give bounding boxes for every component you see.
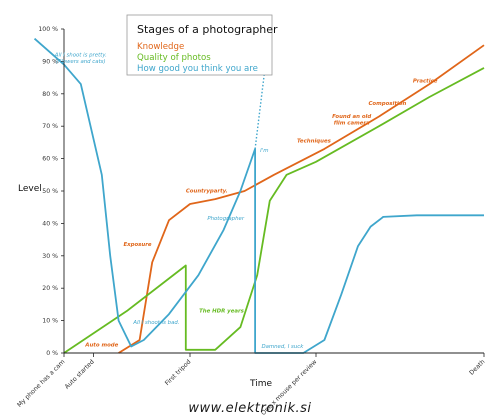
y-tick-label: 40 %	[42, 220, 58, 227]
y-tick-label: 10 %	[42, 318, 58, 325]
legend-item-quality: Quality of photos	[137, 53, 211, 63]
annotation-label: Damned, I suck	[261, 344, 304, 350]
annotation-label: (Flowers and cats)	[56, 59, 106, 65]
legend: Stages of a photographer Knowledge Quali…	[126, 14, 278, 76]
annotation-label: Photographer	[207, 216, 244, 222]
series-dotted-self-assessment	[34, 38, 65, 66]
series-dotted-self-assessment	[254, 28, 271, 149]
annotation-label: Composition	[368, 101, 406, 107]
legend-box	[126, 14, 273, 76]
annotation-label: All I shoot is bad.	[132, 320, 179, 326]
y-tick-label: 20 %	[42, 285, 58, 292]
annotation-label: Techniques	[297, 138, 332, 144]
x-tick-label: First tripod	[164, 358, 193, 387]
annotation-label: Exposure	[123, 242, 151, 248]
annotation-label: Auto mode	[84, 343, 118, 349]
annotation-label: The HDR years	[199, 309, 245, 315]
annotation-layer: All I shoot is pretty.(Flowers and cats)…	[54, 53, 438, 351]
series-line-quality-of-photos	[63, 67, 485, 354]
y-tick-label: 80 %	[42, 91, 58, 98]
annotation-label: I'm	[260, 148, 268, 154]
y-tick-label: 100 %	[38, 26, 58, 33]
y-tick-label: 30 %	[42, 253, 58, 260]
series-line-self-assessment	[34, 38, 484, 354]
axes-layer: 0 % 10 % 20 % 30 % 40 % 50 % 60 % 70 % 80 % 90 % 1…	[16, 26, 486, 417]
y-tick-label: 0 %	[46, 350, 58, 357]
series-layer	[34, 28, 485, 354]
chart-title: Stages of a photographer	[137, 23, 278, 36]
y-axis-title: Level	[18, 184, 42, 194]
series-line-knowledge	[118, 44, 485, 354]
watermark: www.elektronik.si	[188, 401, 311, 416]
legend-item-knowledge: Knowledge	[137, 42, 184, 52]
annotation-label: film camera	[334, 121, 370, 127]
y-tick-label: 90 %	[42, 58, 58, 65]
y-tick-label: 60 %	[42, 156, 58, 163]
x-axis-title: Time	[249, 379, 272, 389]
annotation-label: Countryparty.	[186, 189, 228, 195]
x-tick-label: My phone has a cam	[16, 358, 66, 408]
annotation-label: All I shoot is pretty.	[54, 53, 107, 59]
legend-item-self-assessment: How good you think you are	[137, 64, 258, 74]
annotation-label: Practice	[413, 78, 438, 84]
annotation-label: Found an old	[332, 114, 371, 120]
x-tick-label: Death	[468, 358, 486, 376]
x-tick-label: Auto started	[64, 358, 96, 390]
y-tick-label: 70 %	[42, 123, 58, 130]
y-tick-label: 50 %	[42, 188, 58, 195]
